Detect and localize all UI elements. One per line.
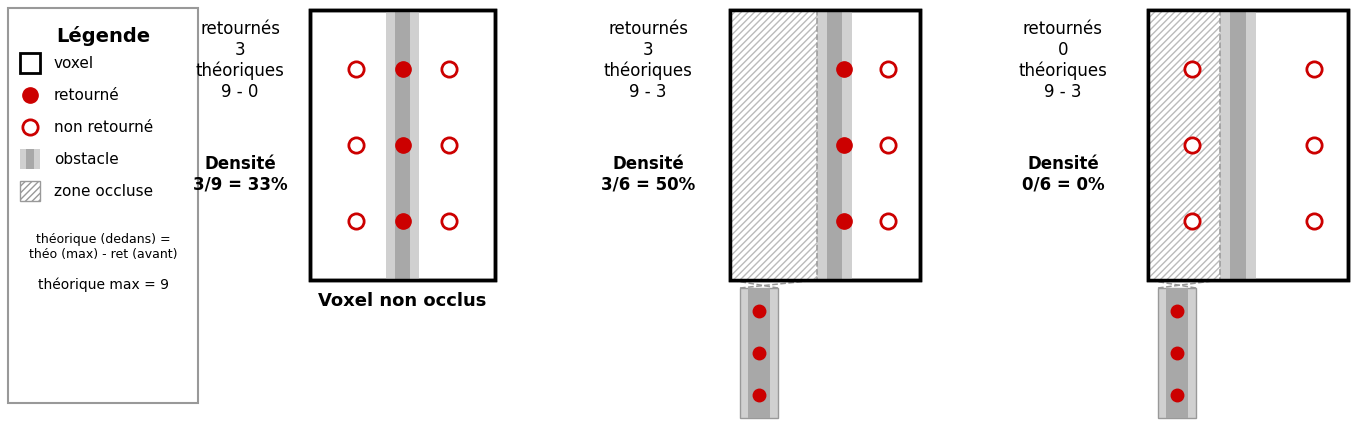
Bar (21, 53, 40, 73)
Text: Voxel non occlus: Voxel non occlus (319, 292, 487, 310)
Text: voxel: voxel (53, 55, 94, 71)
Bar (1157, 288, 1196, 418)
Bar (1166, 288, 1189, 418)
Bar (1148, 10, 1347, 280)
Text: Légende: Légende (56, 26, 150, 46)
Bar (731, 10, 921, 280)
Bar (395, 10, 410, 280)
Text: retourné: retourné (53, 88, 120, 102)
Bar (731, 10, 921, 280)
Bar (747, 288, 770, 418)
Text: zone occluse: zone occluse (53, 184, 153, 198)
Text: non retourné: non retourné (53, 120, 153, 135)
Bar (1148, 10, 1347, 280)
Text: retournés
3
théoriques
9 - 0: retournés 3 théoriques 9 - 0 (196, 20, 285, 101)
Bar (21, 149, 40, 169)
Bar (26, 149, 34, 169)
Bar (386, 10, 419, 280)
Text: obstacle: obstacle (53, 151, 119, 167)
Text: Densité
3/9 = 33%: Densité 3/9 = 33% (193, 155, 287, 194)
Text: théorique (dedans) =
théo (max) - ret (avant): théorique (dedans) = théo (max) - ret (a… (29, 233, 178, 261)
Text: Densité
3/6 = 50%: Densité 3/6 = 50% (601, 155, 695, 194)
Bar (21, 181, 40, 201)
Bar (1220, 10, 1256, 280)
Text: retournés
3
théoriques
9 - 3: retournés 3 théoriques 9 - 3 (603, 20, 692, 101)
Bar (740, 288, 778, 418)
Bar (311, 10, 495, 280)
Bar (1148, 10, 1220, 280)
Bar (8, 8, 198, 403)
Text: Densité
0/6 = 0%: Densité 0/6 = 0% (1022, 155, 1104, 194)
Bar (731, 10, 818, 280)
Bar (818, 10, 852, 280)
Bar (311, 10, 495, 280)
Bar (826, 10, 843, 280)
Bar (1230, 10, 1246, 280)
Text: théorique max = 9: théorique max = 9 (37, 278, 168, 292)
Text: retournés
0
théoriques
9 - 3: retournés 0 théoriques 9 - 3 (1019, 20, 1108, 101)
